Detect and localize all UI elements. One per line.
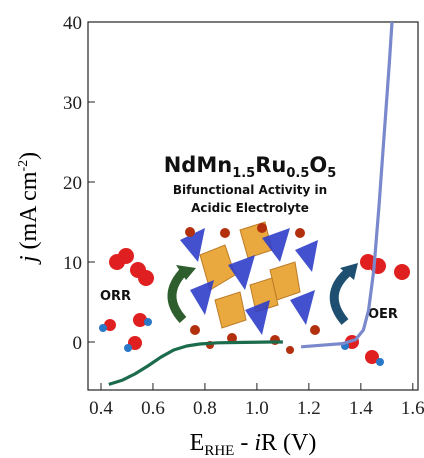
y-tick-label: 0	[73, 333, 83, 354]
y-label-part: j	[16, 255, 42, 265]
y-label-part: -2	[16, 160, 31, 172]
x-tick-label: 0.4	[89, 398, 113, 419]
x-tick-label: 1.0	[245, 398, 269, 419]
oer-label: OER	[368, 307, 398, 322]
annotation-line: Bifunctional Activity in	[173, 183, 327, 197]
illustration	[99, 221, 410, 366]
x-tick-label: 1.6	[401, 398, 424, 419]
x-tick-label: 0.6	[141, 398, 165, 419]
x-label-part: -	[234, 430, 254, 456]
y-axis-label: j (mA cm-2)	[16, 152, 42, 265]
y-tick-label: 40	[63, 13, 82, 34]
x-label-part: i	[254, 430, 261, 456]
formula-part: O	[309, 153, 327, 177]
formula-part: 0.5	[286, 166, 309, 181]
annotation-formula: NdMn1.5Ru0.5O5	[164, 153, 337, 181]
y-label-part: (mA cm	[16, 171, 42, 255]
x-label-part: R (V)	[261, 430, 316, 456]
x-label-part: RHE	[204, 443, 234, 458]
formula-part: 1.5	[232, 166, 255, 181]
plot-frame	[87, 21, 419, 391]
x-tick-label: 1.2	[297, 398, 321, 419]
data-line	[300, 21, 394, 349]
data-line	[108, 340, 283, 386]
x-tick-label: 0.8	[193, 398, 217, 419]
formula-part: NdMn	[164, 153, 232, 177]
annotation-line: Acidic Electrolyte	[191, 201, 309, 215]
x-label-part: E	[190, 430, 205, 456]
y-tick-label: 10	[63, 253, 82, 274]
orr-label: ORR	[100, 289, 131, 304]
y-tick-label: 30	[63, 93, 82, 114]
y-label-part: )	[16, 152, 42, 160]
x-tick-label: 1.4	[349, 398, 373, 419]
x-axis-label: ERHE - iR (V)	[190, 430, 317, 458]
formula-part: Ru	[255, 153, 286, 177]
formula-part: 5	[327, 166, 336, 181]
y-tick-label: 20	[63, 173, 82, 194]
